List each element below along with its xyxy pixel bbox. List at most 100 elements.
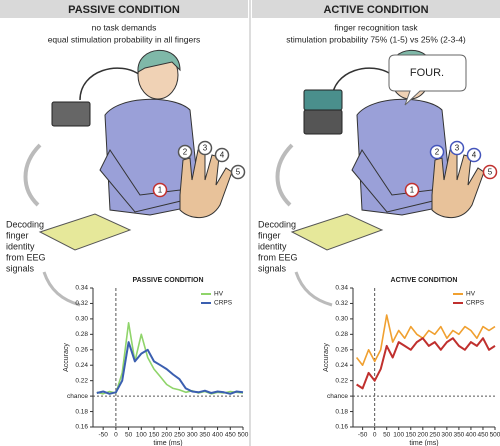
arrow — [23, 143, 42, 207]
device-top — [303, 89, 343, 111]
decoding-text: identity — [6, 241, 35, 251]
decoding-text: Decoding — [258, 219, 296, 229]
y-tick-label: 0.18 — [75, 408, 88, 415]
speech-text: FOUR. — [410, 67, 444, 79]
y-tick-label: 0.22 — [335, 377, 348, 384]
finger-marker — [429, 144, 445, 160]
y-tick-label: 0.32 — [335, 300, 348, 307]
finger-label: 5 — [236, 168, 241, 177]
arrow — [42, 271, 81, 307]
finger-marker — [214, 147, 230, 163]
decoding-text: from EEG — [6, 252, 46, 262]
finger-marker — [482, 164, 498, 180]
finger-marker — [449, 140, 465, 156]
finger-marker — [197, 140, 213, 156]
finger-label: 4 — [220, 151, 225, 160]
x-tick-label: 0 — [114, 432, 118, 439]
series-line — [96, 341, 244, 395]
finger-marker — [177, 144, 193, 160]
y-tick-label: 0.16 — [75, 424, 88, 431]
finger-label: 5 — [488, 168, 493, 177]
finger-marker — [404, 182, 420, 198]
eeg-cap — [137, 49, 181, 73]
series-line — [96, 322, 244, 395]
x-tick-label: 250 — [174, 432, 185, 439]
finger-label: 1 — [158, 186, 163, 195]
finger-label: 3 — [203, 144, 208, 153]
x-tick-label: 100 — [136, 432, 147, 439]
x-tick-label: 200 — [417, 432, 428, 439]
finger-marker — [466, 147, 482, 163]
device — [303, 109, 343, 135]
y-axis-label: Accuracy — [63, 343, 70, 372]
x-tick-label: 50 — [125, 432, 133, 439]
x-tick-label: -50 — [358, 432, 368, 439]
panel-subtitle: equal stimulation probability in all fin… — [48, 34, 201, 44]
arrow — [275, 143, 294, 207]
y-tick-label: chance — [327, 393, 348, 400]
finger-label: 2 — [435, 148, 440, 157]
decoding-text: finger — [258, 230, 281, 240]
legend-label: CRPS — [214, 300, 233, 307]
y-tick-label: 0.22 — [75, 377, 88, 384]
x-tick-label: 150 — [405, 432, 416, 439]
series-line — [355, 314, 496, 366]
arrow — [294, 271, 333, 307]
y-tick-label: 0.34 — [335, 285, 348, 292]
x-tick-label: 250 — [429, 432, 440, 439]
finger-marker — [230, 164, 246, 180]
legend-label: HV — [466, 291, 476, 298]
x-axis-label: time (ms) — [409, 440, 438, 446]
x-tick-label: 350 — [453, 432, 464, 439]
decoding-text: from EEG — [258, 252, 298, 262]
person — [23, 49, 233, 307]
y-tick-label: 0.26 — [335, 346, 348, 353]
panel-subtitle: stimulation probability 75% (1-5) vs 25%… — [286, 34, 466, 44]
x-tick-label: 200 — [161, 432, 172, 439]
x-tick-label: 150 — [149, 432, 160, 439]
decoding-text: signals — [6, 263, 35, 273]
y-tick-label: 0.28 — [75, 331, 88, 338]
device-cable — [79, 67, 141, 101]
y-tick-label: 0.34 — [75, 285, 88, 292]
legend-label: HV — [214, 291, 224, 298]
stim-pad — [290, 213, 384, 251]
x-tick-label: 500 — [490, 432, 500, 439]
decoding-text: finger — [6, 230, 29, 240]
y-tick-label: 0.30 — [75, 316, 88, 323]
finger-label: 3 — [455, 144, 460, 153]
speech-bubble — [388, 54, 467, 106]
finger-label: 1 — [410, 186, 415, 195]
x-tick-label: 400 — [212, 432, 223, 439]
y-tick-label: 0.32 — [75, 300, 88, 307]
chart-title: PASSIVE CONDITION — [132, 277, 203, 284]
header-bar — [0, 0, 248, 18]
x-tick-label: 350 — [199, 432, 210, 439]
decoding-text: identity — [258, 241, 287, 251]
x-tick-label: -50 — [98, 432, 108, 439]
y-tick-label: 0.30 — [335, 316, 348, 323]
decoding-text: signals — [258, 263, 287, 273]
y-tick-label: 0.26 — [75, 346, 88, 353]
y-tick-label: 0.16 — [335, 424, 348, 431]
x-tick-label: 0 — [373, 432, 377, 439]
y-tick-label: chance — [67, 393, 88, 400]
stim-pad — [38, 213, 132, 251]
decoding-text: Decoding — [6, 219, 44, 229]
hand — [431, 149, 485, 219]
header-bar — [252, 0, 500, 18]
y-tick-label: 0.24 — [335, 362, 348, 369]
x-tick-label: 450 — [225, 432, 236, 439]
y-tick-label: 0.24 — [75, 362, 88, 369]
x-tick-label: 300 — [187, 432, 198, 439]
panel-subtitle: no task demands — [92, 22, 157, 32]
x-tick-label: 400 — [466, 432, 477, 439]
chart-title: ACTIVE CONDITION — [391, 277, 458, 284]
x-tick-label: 300 — [441, 432, 452, 439]
x-tick-label: 100 — [393, 432, 404, 439]
finger-label: 2 — [183, 148, 188, 157]
finger-marker — [152, 182, 168, 198]
legend-label: CRPS — [466, 300, 485, 307]
panel-subtitle: finger recognition task — [334, 22, 418, 32]
